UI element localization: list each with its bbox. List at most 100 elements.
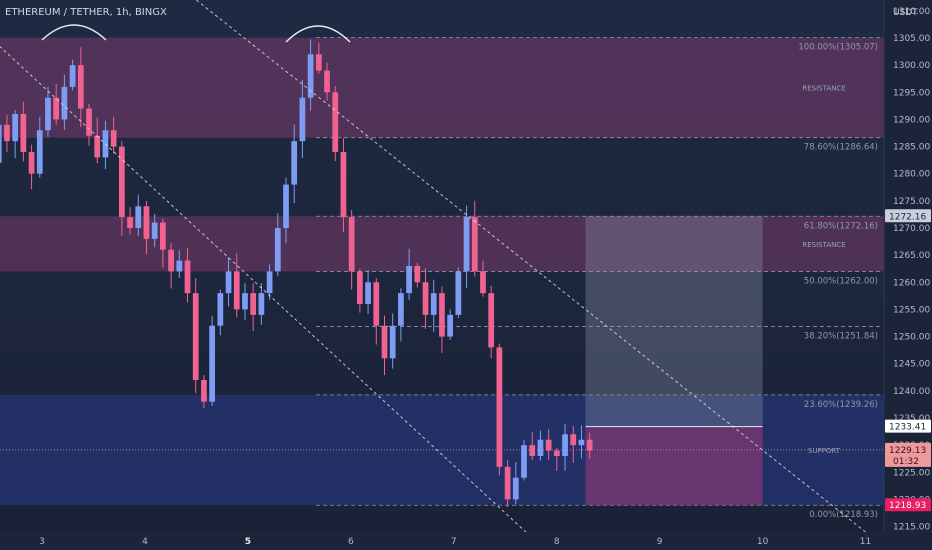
candle-body xyxy=(20,114,27,152)
candle-body xyxy=(28,152,35,174)
fib-levels-layer: 100.00%(1305.07) 78.60%(1286.64) 61.80%(12… xyxy=(316,37,880,520)
candle-body xyxy=(4,124,10,142)
candle-body xyxy=(151,222,158,239)
price-tick-label: 1305.00 xyxy=(893,34,930,44)
candle-body xyxy=(422,282,429,315)
candle-body xyxy=(324,70,330,93)
candle-body xyxy=(545,439,552,451)
time-tick-label: 10 xyxy=(757,537,769,547)
price-tick-label: 1290.00 xyxy=(893,115,930,125)
candle-body xyxy=(86,108,92,136)
time-axis-panel xyxy=(0,532,932,550)
price-tag-label-3: 1218.93 xyxy=(889,501,926,511)
position-box-layer xyxy=(0,216,884,506)
candle-body xyxy=(463,217,470,272)
candle-body xyxy=(53,97,60,120)
price-tick-label: 1255.00 xyxy=(893,305,930,315)
candle-body xyxy=(537,439,544,456)
candle-body xyxy=(274,228,281,272)
zone-resistance-0 xyxy=(0,37,884,138)
price-tick-label: 1260.00 xyxy=(893,278,930,288)
candle-body xyxy=(250,293,257,315)
candle-body xyxy=(135,206,142,228)
time-tick-label: 3 xyxy=(39,537,45,547)
candle-body xyxy=(562,434,568,456)
fib-label-1: 78.60%(1286.64) xyxy=(804,143,878,153)
candle-body xyxy=(77,65,84,109)
candle-body xyxy=(12,114,19,142)
candle-body xyxy=(414,266,421,283)
candle-body xyxy=(455,271,462,315)
candle-body xyxy=(389,325,396,359)
candle-body xyxy=(266,271,273,294)
stop-loss-box xyxy=(585,426,763,506)
candle-body xyxy=(348,217,355,272)
candle-body xyxy=(578,439,585,446)
candle-body xyxy=(373,282,380,326)
price-tick-label: 1235.00 xyxy=(893,414,930,424)
price-tick-label: 1280.00 xyxy=(893,170,930,180)
candle-body xyxy=(340,152,347,218)
time-tick-label: 6 xyxy=(348,537,354,547)
candle-body xyxy=(233,271,240,310)
zone-label-1: RESISTANCE xyxy=(802,241,845,249)
price-tick-label: 1215.00 xyxy=(893,523,930,533)
trend-line-0 xyxy=(0,46,527,533)
candle-body xyxy=(307,54,314,98)
zone-label-2: SUPPORT xyxy=(808,447,841,455)
candle-body xyxy=(36,130,43,174)
candle-body xyxy=(381,325,388,359)
price-tick-label: 1310.00 xyxy=(893,7,930,17)
candle-body xyxy=(406,266,412,294)
fib-label-4: 38.20%(1251.84) xyxy=(804,332,878,342)
candle-body xyxy=(504,466,511,500)
candle-body xyxy=(586,439,593,451)
price-tag-label-1: 1233.41 xyxy=(889,423,926,433)
time-tick-label: 4 xyxy=(142,537,148,547)
price-tag-box-2 xyxy=(885,442,931,467)
candle-body xyxy=(118,146,125,218)
candle-body xyxy=(439,293,445,337)
candle-body xyxy=(225,271,232,294)
candle-body xyxy=(184,260,191,294)
time-tick-label: 7 xyxy=(451,537,457,547)
time-tick-label: 8 xyxy=(554,537,560,547)
candle-body xyxy=(69,65,76,87)
candle-body xyxy=(553,450,560,456)
candle-body xyxy=(168,249,174,272)
price-tag-label-2: 1229.13 xyxy=(889,446,926,456)
price-tag-box-0 xyxy=(885,209,931,223)
candle-body xyxy=(94,135,101,158)
candle-body xyxy=(0,124,2,163)
currency-label: USDT xyxy=(893,8,918,18)
candle-body xyxy=(480,271,486,294)
candle-body xyxy=(160,222,166,250)
candle-body xyxy=(258,293,265,315)
price-tick-label: 1245.00 xyxy=(893,360,930,370)
candle-body xyxy=(176,260,183,272)
time-tick-label: 9 xyxy=(657,537,663,547)
candle-body xyxy=(299,97,306,142)
time-tick-label: 11 xyxy=(860,537,871,547)
price-tick-label: 1250.00 xyxy=(893,333,930,343)
price-tag-box-3 xyxy=(885,498,931,512)
candle-body xyxy=(242,293,248,310)
top-arcs-layer xyxy=(41,24,351,43)
price-tick-label: 1225.00 xyxy=(893,468,930,478)
candle-body xyxy=(315,54,322,71)
price-tag-box-1 xyxy=(885,419,931,433)
price-tick-label: 1285.00 xyxy=(893,143,930,153)
price-tick-label: 1295.00 xyxy=(893,88,930,98)
candle-body xyxy=(217,293,224,326)
take-profit-box xyxy=(585,216,763,427)
candle-body xyxy=(521,445,527,478)
candle-body xyxy=(291,141,298,185)
candle-body xyxy=(61,86,68,120)
candle-body xyxy=(488,293,495,348)
zone-label-0: RESISTANCE xyxy=(802,85,845,93)
candle-body xyxy=(529,445,536,456)
candle-body xyxy=(570,434,577,446)
candle-body xyxy=(143,206,150,239)
price-tick-label: 1240.00 xyxy=(893,387,930,397)
